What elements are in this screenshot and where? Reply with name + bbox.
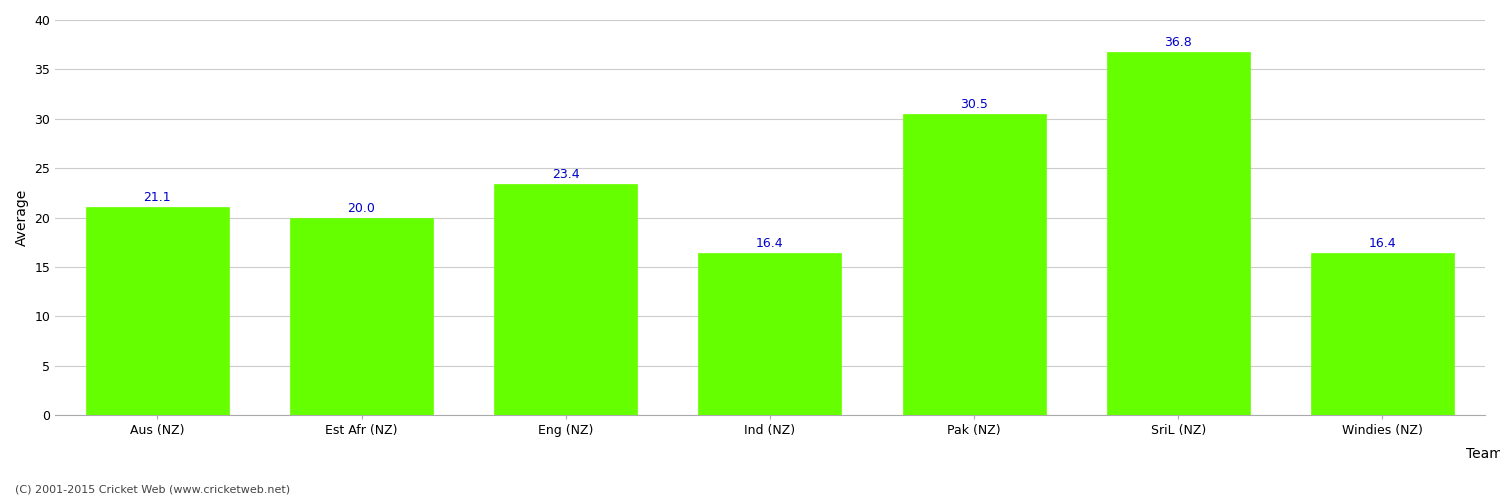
Text: 30.5: 30.5: [960, 98, 988, 111]
Text: 20.0: 20.0: [348, 202, 375, 214]
X-axis label: Team: Team: [1466, 447, 1500, 461]
Text: 23.4: 23.4: [552, 168, 579, 181]
Bar: [290, 218, 434, 415]
Bar: [495, 184, 638, 415]
Bar: [903, 114, 1046, 415]
Text: (C) 2001-2015 Cricket Web (www.cricketweb.net): (C) 2001-2015 Cricket Web (www.cricketwe…: [15, 485, 290, 495]
Y-axis label: Average: Average: [15, 189, 28, 246]
Text: 16.4: 16.4: [1368, 237, 1396, 250]
Bar: [86, 206, 230, 415]
Bar: [1107, 52, 1250, 415]
Text: 21.1: 21.1: [144, 191, 171, 204]
Bar: [699, 253, 842, 415]
Text: 36.8: 36.8: [1164, 36, 1192, 49]
Text: 16.4: 16.4: [756, 237, 783, 250]
Bar: [1311, 253, 1454, 415]
